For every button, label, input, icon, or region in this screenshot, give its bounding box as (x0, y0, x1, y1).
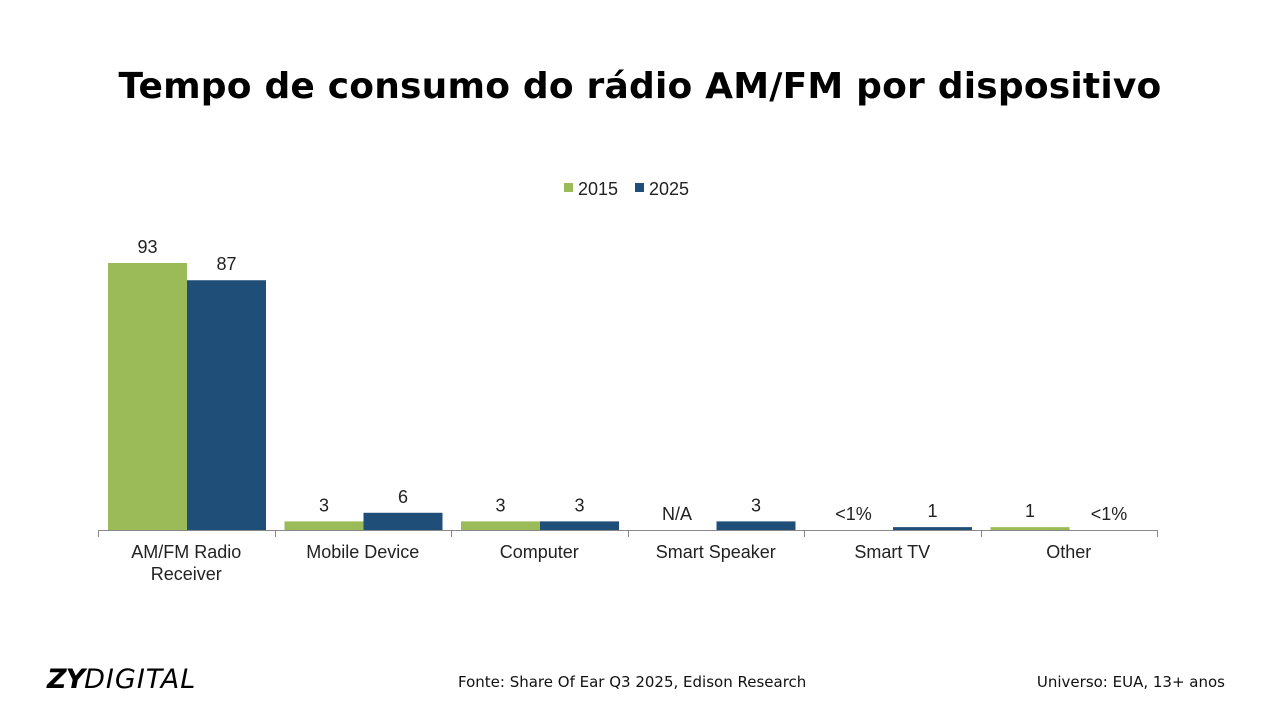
category-label: Receiver (151, 564, 222, 584)
category-label: Other (1046, 542, 1091, 562)
legend-label-2015: 2015 (578, 179, 618, 199)
data-label: <1% (835, 504, 872, 524)
category-label: Smart TV (854, 542, 930, 562)
universe-note: Universo: EUA, 13+ anos (1036, 673, 1225, 691)
logo-light: DIGITAL (84, 664, 197, 695)
data-label: 1 (1025, 501, 1035, 521)
logo-bold: ZY (47, 664, 85, 695)
category-label: Smart Speaker (656, 542, 776, 562)
data-label: 3 (751, 495, 761, 515)
legend-swatch-2025 (635, 183, 644, 192)
legend-label-2025: 2025 (649, 179, 689, 199)
legend-swatch-2015 (564, 183, 573, 192)
zy-digital-logo: ZYDIGITAL (47, 664, 196, 695)
chart-title: Tempo de consumo do rádio AM/FM por disp… (118, 66, 1162, 107)
bar-2015-2 (461, 521, 540, 530)
data-label: 3 (574, 495, 584, 515)
data-label: 93 (137, 237, 157, 257)
data-label: N/A (662, 504, 692, 524)
bar-2025-0 (187, 280, 266, 530)
bar-2025-2 (540, 521, 619, 530)
category-label: Mobile Device (306, 542, 419, 562)
bar-2015-5 (990, 527, 1070, 530)
category-label: Computer (500, 542, 579, 562)
category-label: AM/FM Radio (131, 542, 241, 562)
bar-2025-1 (363, 512, 443, 530)
data-label: 3 (319, 495, 329, 515)
bar-2015-0 (108, 263, 187, 530)
bar-2025-3 (716, 521, 796, 530)
bar-2025-4 (893, 527, 972, 530)
data-label: 87 (216, 254, 236, 274)
source-note: Fonte: Share Of Ear Q3 2025, Edison Rese… (458, 673, 807, 691)
data-label: <1% (1091, 504, 1128, 524)
data-label: 3 (495, 495, 505, 515)
data-label: 6 (398, 487, 408, 507)
bar-2015-1 (284, 521, 364, 530)
data-label: 1 (927, 501, 937, 521)
